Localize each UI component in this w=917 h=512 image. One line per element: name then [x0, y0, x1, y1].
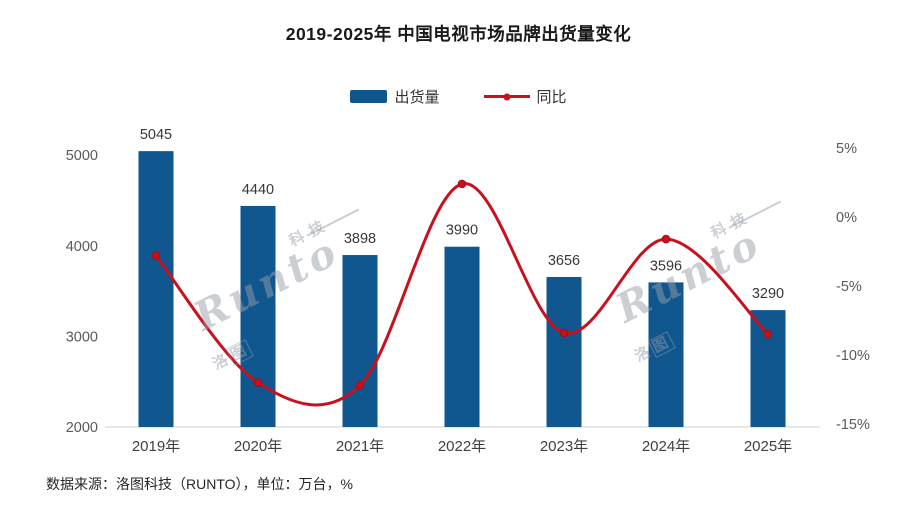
bar-2021年	[342, 255, 378, 427]
legend-label-shipments: 出货量	[394, 89, 440, 106]
right-axis-tick: 0%	[836, 210, 857, 226]
bar-legend-swatch-icon	[350, 90, 388, 103]
legend: 出货量 同比	[0, 86, 917, 107]
yoy-point-2024年	[661, 234, 671, 244]
right-axis-tick: -15%	[836, 417, 870, 433]
x-axis-label: 2023年	[540, 438, 588, 455]
bar-2022年	[444, 246, 480, 427]
line-legend-dot-icon	[503, 93, 510, 100]
line-legend-swatch-icon	[483, 93, 530, 100]
bar-value-label: 5045	[140, 127, 172, 143]
bar-value-label: 3990	[446, 223, 478, 239]
x-axis-label: 2022年	[438, 438, 486, 455]
x-axis-label: 2021年	[336, 438, 384, 455]
left-axis-tick: 2000	[66, 420, 98, 436]
bar-2019年	[138, 151, 174, 428]
yoy-point-2020年	[253, 378, 263, 387]
left-axis-tick: 4000	[66, 239, 98, 255]
bar-value-label: 3290	[752, 286, 784, 302]
legend-label-yoy: 同比	[536, 89, 567, 106]
legend-item-yoy: 同比	[483, 86, 567, 107]
bar-value-label: 4440	[242, 182, 274, 198]
x-axis-label: 2024年	[642, 438, 690, 455]
bar-2020年	[240, 205, 276, 427]
right-axis-tick: -10%	[836, 348, 870, 364]
yoy-point-2022年	[457, 179, 467, 189]
bar-2023年	[546, 276, 582, 427]
chart-title: 2019-2025年 中国电视市场品牌出货量变化	[285, 24, 632, 44]
x-axis-label: 2025年	[744, 438, 792, 455]
source-note: 数据来源：洛图科技（RUNTO），单位：万台，%	[46, 476, 353, 492]
bar-value-label: 3656	[548, 253, 580, 269]
yoy-point-2019年	[151, 251, 161, 260]
left-axis-tick: 5000	[66, 148, 98, 164]
left-axis-tick: 3000	[66, 329, 98, 345]
x-axis-label: 2019年	[132, 438, 180, 455]
bar-value-label: 3898	[344, 231, 376, 247]
yoy-point-2023年	[559, 328, 569, 338]
right-axis-tick: -5%	[836, 279, 862, 295]
bar-value-label: 3596	[650, 258, 682, 274]
yoy-point-2021年	[355, 381, 365, 390]
yoy-point-2025年	[763, 330, 773, 339]
legend-item-shipments: 出货量	[350, 86, 440, 107]
x-axis-label: 2020年	[234, 438, 282, 455]
right-axis-tick: 5%	[836, 141, 857, 157]
bar-2024年	[648, 282, 684, 427]
bar-2025年	[750, 310, 786, 427]
